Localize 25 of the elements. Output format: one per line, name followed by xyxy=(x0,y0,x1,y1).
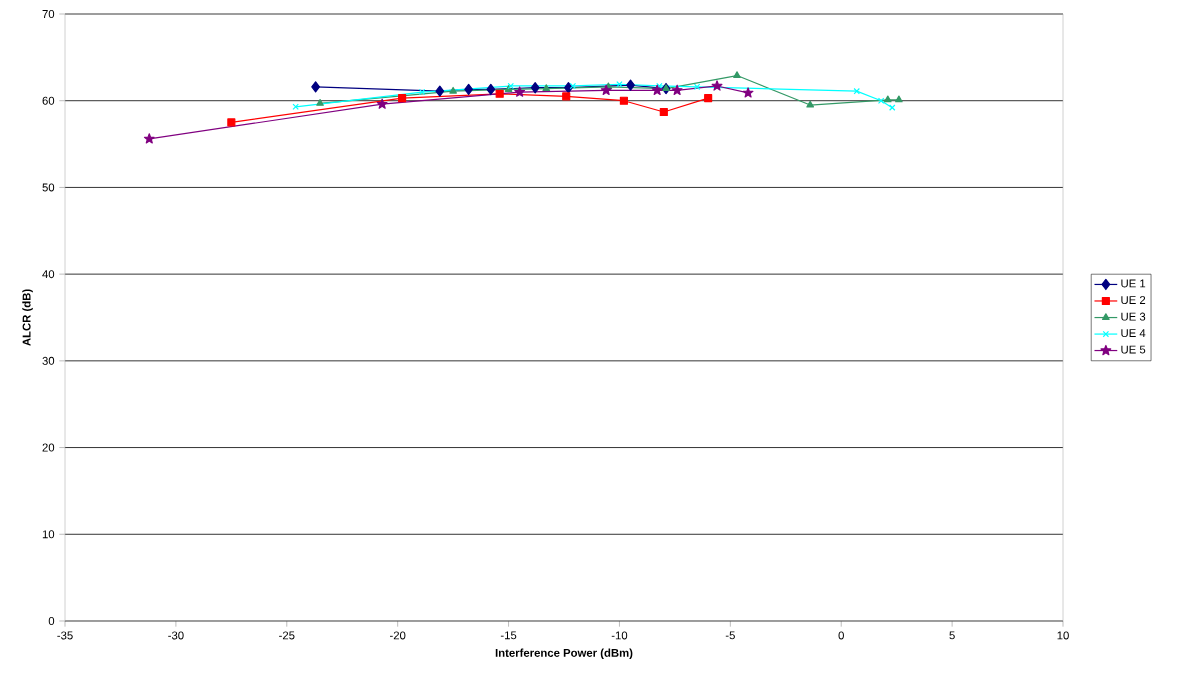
y-tick-label: 10 xyxy=(42,530,55,539)
y-tick-label: 70 xyxy=(42,10,55,19)
legend-label: UE 2 xyxy=(1121,296,1146,305)
x-tick-label: 0 xyxy=(838,631,844,640)
y-tick-label: 30 xyxy=(42,356,55,365)
x-tick-label: 10 xyxy=(1057,631,1069,640)
y-tick-label: 50 xyxy=(42,183,55,192)
x-tick-label: -10 xyxy=(611,631,628,640)
x-tick-label: 5 xyxy=(949,631,955,640)
y-axis-title: ALCR (dB) xyxy=(22,289,33,346)
y-tick-label: 20 xyxy=(42,443,55,452)
legend-label: UE 4 xyxy=(1121,329,1146,338)
legend-label: UE 5 xyxy=(1121,345,1146,354)
x-tick-label: -25 xyxy=(279,631,295,640)
x-tick-label: -35 xyxy=(57,631,73,640)
y-tick-label: 0 xyxy=(48,616,55,625)
x-tick-label: -15 xyxy=(500,631,517,640)
legend-label: UE 1 xyxy=(1121,279,1146,288)
x-axis-title: Interference Power (dBm) xyxy=(495,648,633,660)
x-tick-label: -20 xyxy=(389,631,406,640)
x-tick-label: -5 xyxy=(725,631,735,640)
legend-label: UE 3 xyxy=(1121,312,1146,321)
y-tick-label: 60 xyxy=(42,96,55,105)
y-tick-label: 40 xyxy=(42,270,55,279)
x-tick-label: -30 xyxy=(168,631,184,640)
